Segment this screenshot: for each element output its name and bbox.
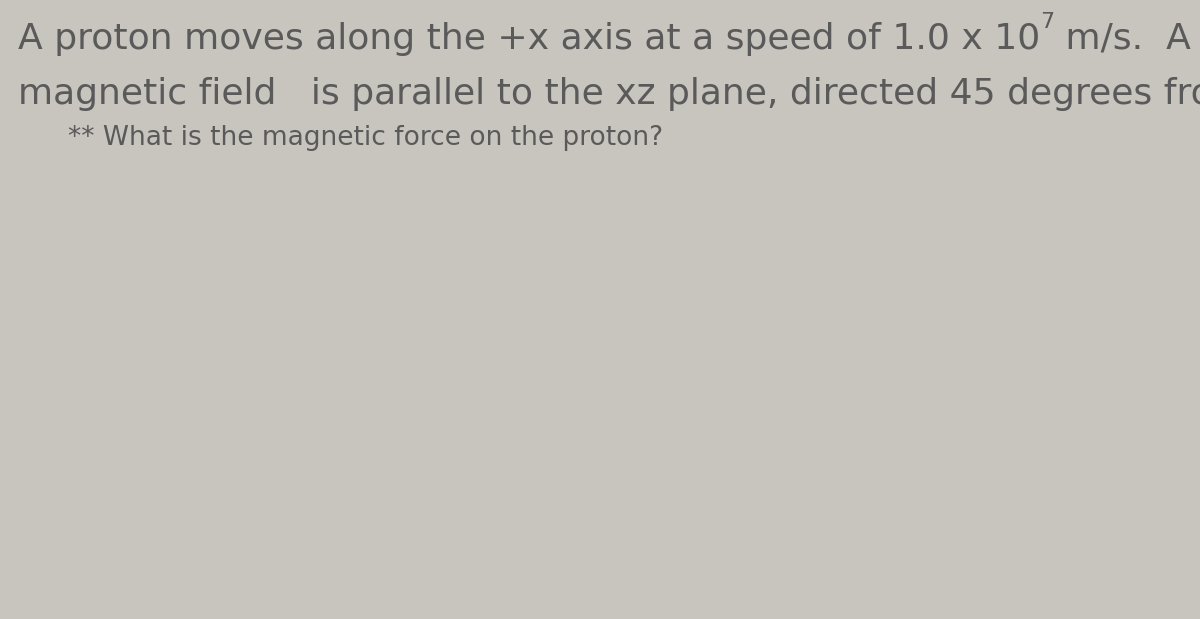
Text: A proton moves along the +x axis at a speed of 1.0 x 10: A proton moves along the +x axis at a sp… (18, 22, 1040, 56)
Text: 7: 7 (1040, 12, 1055, 32)
Text: magnetic field   is parallel to the xz plane, directed 45 degrees from the +x-ax: magnetic field is parallel to the xz pla… (18, 77, 1200, 111)
Text: ** What is the magnetic force on the proton?: ** What is the magnetic force on the pro… (68, 125, 664, 151)
Text: m/s.  A uniform 0.1-T: m/s. A uniform 0.1-T (1055, 22, 1200, 56)
